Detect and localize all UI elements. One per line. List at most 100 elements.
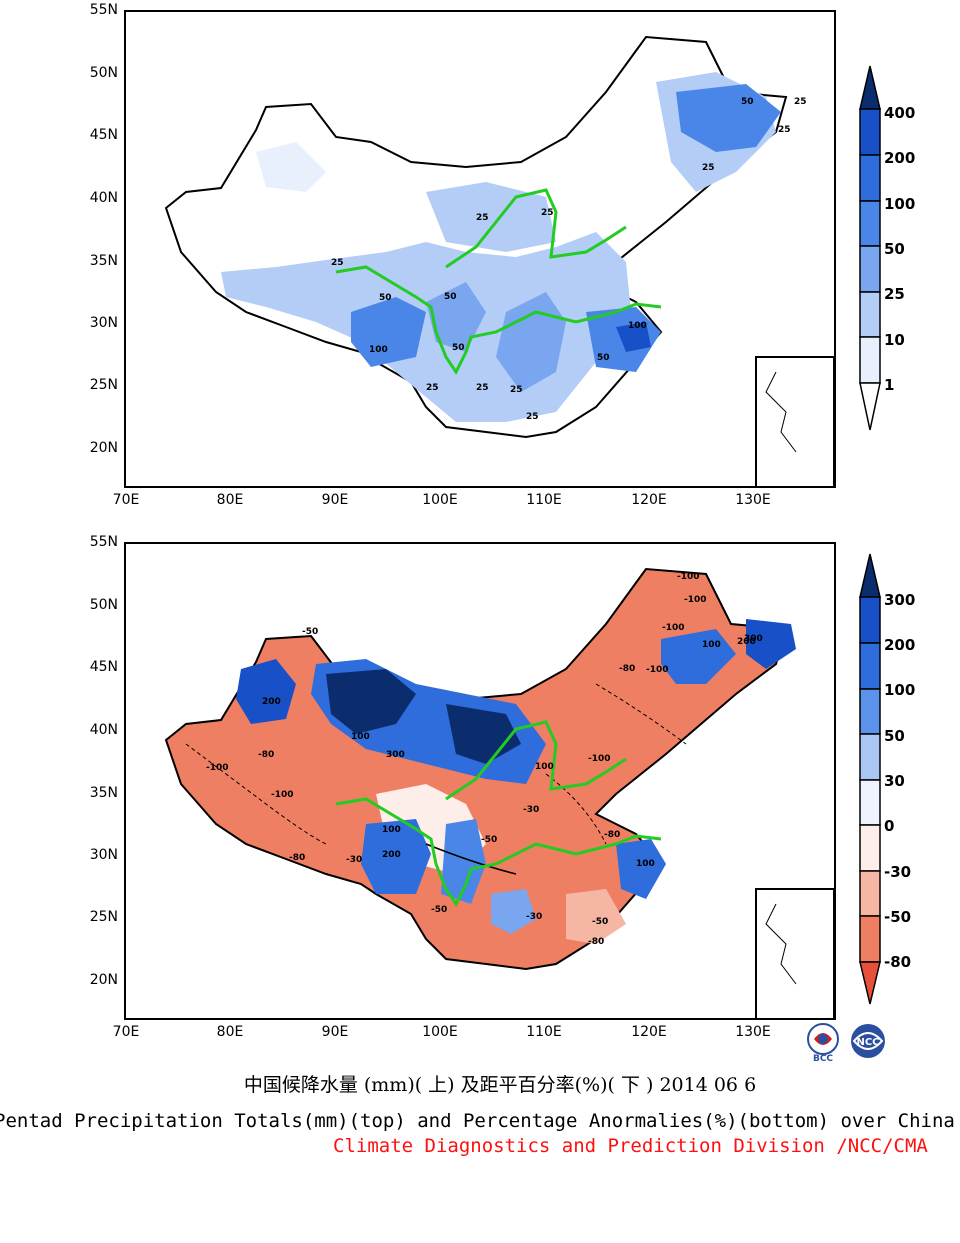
bottom-contour-label: 100 — [535, 762, 554, 772]
bottom-colorbar-arrow-down — [859, 961, 881, 1005]
bottom-anomaly-map: -100 -100 -50 100 300 200 -100 -80 -100 … — [164, 567, 834, 1018]
bcc-logo-text: BCC — [813, 1054, 833, 1063]
bottom-contour-label: -100 — [206, 763, 229, 773]
bottom-colorbar-label: -80 — [884, 953, 912, 971]
bottom-ne-blue-2 — [746, 619, 796, 669]
bottom-contour-label: -80 — [604, 830, 620, 840]
top-contour-label: 100 — [628, 321, 647, 331]
top-colorbar-band — [859, 108, 881, 156]
bottom-darkest-zone-2 — [446, 704, 521, 764]
bottom-darkest-zone — [326, 669, 416, 734]
bottom-center-blue — [441, 819, 486, 904]
top-lat-label: 45N — [89, 127, 118, 143]
top-contour-label: 100 — [369, 345, 388, 355]
bottom-lon-label: 130E — [735, 1024, 771, 1040]
bottom-contour-label: -50 — [431, 905, 447, 915]
bottom-contour-label: -80 — [588, 937, 604, 947]
bottom-contour-label: -30 — [346, 855, 362, 865]
bottom-lat-label: 55N — [89, 534, 118, 550]
bottom-colorbar-label: 300 — [884, 591, 916, 609]
top-colorbar-label: 400 — [884, 104, 916, 122]
top-river-line-2 — [445, 188, 627, 269]
bottom-colorbar-arrow-up — [859, 553, 881, 598]
bottom-lat-label: 45N — [89, 659, 118, 675]
top-colorbar-label: 1 — [884, 376, 895, 394]
bottom-east-blue — [616, 839, 666, 899]
bottom-contour-label: 300 — [386, 750, 405, 760]
top-colorbar-band — [859, 245, 881, 293]
top-colorbar-label: 10 — [884, 331, 905, 349]
bottom-contour-label: 200 — [382, 850, 401, 860]
bottom-contour — [425, 843, 517, 875]
top-mid-zone-ne — [676, 84, 781, 152]
division-credit: Climate Diagnostics and Prediction Divis… — [333, 1135, 928, 1157]
bottom-contour-label: -50 — [592, 917, 608, 927]
bottom-contour-label: -50 — [302, 627, 318, 637]
bottom-lat-label: 35N — [89, 785, 118, 801]
bottom-contour-label: -100 — [588, 754, 611, 764]
top-contour-label: 50 — [452, 343, 465, 353]
top-contour-label: 25 — [526, 412, 539, 422]
top-contour-label: 50 — [444, 292, 457, 302]
bottom-lon-label: 70E — [112, 1024, 140, 1040]
top-light-zone-center — [426, 182, 556, 252]
bottom-contour-label: -50 — [481, 835, 497, 845]
top-inset-box — [755, 356, 834, 486]
bottom-river-line — [335, 797, 662, 907]
bottom-river-line-2 — [445, 720, 627, 801]
bottom-contour-label: -80 — [619, 664, 635, 674]
bottom-inset-box — [755, 888, 834, 1018]
bottom-lon-label: 120E — [631, 1024, 667, 1040]
bottom-contour-label: -100 — [677, 572, 700, 582]
bottom-lat-label: 40N — [89, 722, 118, 738]
top-colorbar-label: 100 — [884, 195, 916, 213]
title-chinese: 中国候降水量 (mm)( 上) 及距平百分率(%)( 下 ) 2014 06 6 — [243, 1074, 757, 1096]
bottom-colorbar-label: 100 — [884, 681, 916, 699]
bottom-lat-label: 50N — [89, 597, 118, 613]
top-colorbar-band — [859, 291, 881, 338]
bottom-contour — [185, 743, 327, 845]
bottom-colorbar-band — [859, 733, 881, 781]
bottom-colorbar-band — [859, 870, 881, 917]
top-contour-label: 50 — [379, 293, 392, 303]
bottom-colorbar-band — [859, 824, 881, 872]
bottom-pale-zone-2 — [566, 889, 626, 944]
top-contour-label: 25 — [476, 213, 489, 223]
title-english: Pentad Precipitation Totals(mm)(top) and… — [0, 1110, 955, 1132]
bottom-contour-label: 300 — [744, 634, 763, 644]
bottom-colorbar-label: 30 — [884, 772, 905, 790]
bottom-contour-label: -30 — [523, 805, 539, 815]
bottom-contour-label: 100 — [636, 859, 655, 869]
bottom-lon-label: 110E — [526, 1024, 562, 1040]
bottom-colorbar — [859, 553, 881, 1005]
top-mid-zone-2 — [496, 292, 566, 392]
top-lat-label: 40N — [89, 190, 118, 206]
bottom-contour-label: 100 — [382, 825, 401, 835]
top-lon-label: 120E — [631, 492, 667, 508]
top-colorbar — [859, 65, 881, 431]
top-dark-zone — [616, 322, 651, 352]
top-contour-label: 25 — [702, 163, 715, 173]
ncc-logo: NCC — [844, 1021, 890, 1063]
bottom-south-blue — [491, 889, 536, 934]
bottom-map-frame: -100 -100 -50 100 300 200 -100 -80 -100 … — [124, 542, 836, 1020]
top-lon-label: 130E — [735, 492, 771, 508]
top-lat-label: 20N — [89, 440, 118, 456]
bottom-contour — [545, 773, 607, 845]
top-contour-label: 25 — [426, 383, 439, 393]
bottom-contour-label: -100 — [271, 790, 294, 800]
bottom-colorbar-band — [859, 642, 881, 690]
bottom-contour-label: 100 — [351, 732, 370, 742]
bottom-colorbar-label: 50 — [884, 727, 905, 745]
top-colorbar-band — [859, 200, 881, 247]
top-map-frame: 50 25 25 25 25 25 25 50 50 50 100 50 25 … — [124, 10, 836, 488]
top-colorbar-label: 25 — [884, 285, 905, 303]
top-lon-label: 80E — [216, 492, 244, 508]
bottom-inset-coast — [765, 903, 797, 985]
top-lon-label: 100E — [422, 492, 458, 508]
top-lon-label: 70E — [112, 492, 140, 508]
bottom-contour-label: 200 — [262, 697, 281, 707]
bottom-contour-label: -100 — [662, 623, 685, 633]
top-lat-label: 55N — [89, 2, 118, 18]
top-colorbar-label: 50 — [884, 240, 905, 258]
